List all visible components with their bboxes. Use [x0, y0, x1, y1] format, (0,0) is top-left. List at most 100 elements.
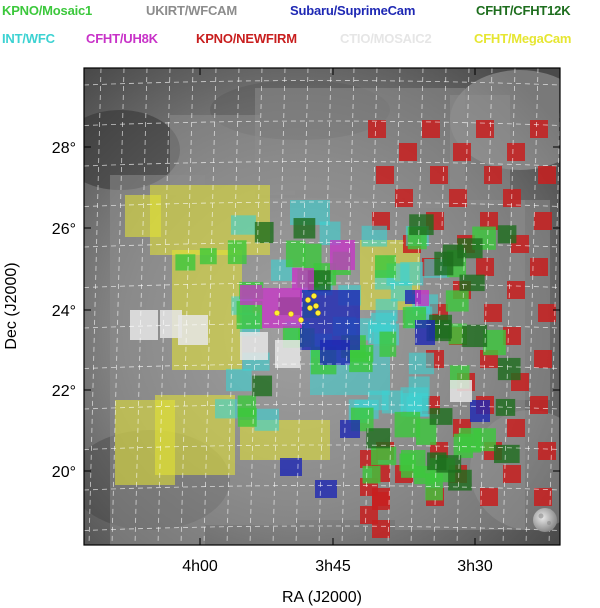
newfirm-field [503, 327, 521, 345]
star-marker [305, 297, 311, 303]
newfirm-field [449, 189, 467, 207]
legend-entry-kpno-newfirm: KPNO/NEWFIRM [196, 31, 297, 46]
mosaic1-field [416, 418, 437, 445]
newfirm-field [453, 143, 471, 161]
plot-area [83, 67, 561, 546]
newfirm-field [480, 212, 498, 230]
star-marker [315, 310, 321, 316]
cfht12k-field [497, 225, 517, 244]
newfirm-field [530, 396, 548, 414]
newfirm-field [360, 506, 378, 524]
int-wfc-field [381, 390, 403, 414]
newfirm-field [534, 488, 552, 506]
suprimecam-field [320, 340, 350, 365]
plot-frame [83, 67, 561, 546]
x-tick-label: 3h45 [315, 558, 351, 575]
grid-line [84, 161, 560, 167]
grid-line [272, 68, 286, 545]
grid-line [84, 485, 560, 491]
x-axis: 4h00 3h45 3h30 [182, 68, 493, 575]
star-marker [313, 303, 319, 309]
grid-line [157, 68, 171, 545]
grid-line [525, 68, 539, 545]
mosaic1-field [375, 255, 396, 278]
legend-entry-cfht-cfht12k: CFHT/CFHT12K [476, 3, 571, 18]
int-wfc-field [400, 387, 429, 411]
cfht12k-field [293, 218, 316, 239]
y-tick-label: 20° [52, 464, 76, 481]
newfirm-field [372, 492, 390, 510]
uh8k-field [415, 290, 429, 306]
chart-grid [84, 68, 560, 545]
y-tick-label: 26° [52, 221, 76, 238]
grid-line [502, 68, 516, 545]
mosaic1-field [237, 395, 257, 417]
grid-line [341, 68, 355, 545]
suprimecam-field [415, 320, 435, 345]
newfirm-field [372, 212, 390, 230]
int-wfc-field [225, 368, 252, 392]
newfirm-field [538, 304, 556, 322]
newfirm-field [484, 166, 502, 184]
cfht12k-field [493, 444, 520, 464]
grid-line [88, 68, 102, 545]
grid-line [548, 91, 560, 545]
mosaic2-field [130, 310, 158, 340]
uh8k-field [240, 285, 262, 305]
chart-legend: KPNO/Mosaic1 UKIRT/WFCAM Subaru/SuprimeC… [0, 0, 600, 52]
grid-line [111, 68, 125, 545]
newfirm-field [430, 166, 448, 184]
mosaic1-field [483, 329, 506, 356]
grid-line [84, 363, 560, 369]
megacam-field [115, 400, 175, 485]
grid-line [479, 68, 493, 545]
grid-line [318, 68, 332, 545]
legend-entry-ukirt-wfcam: UKIRT/WFCAM [146, 3, 237, 18]
mosaic1-field [285, 240, 306, 268]
grid-line [84, 242, 560, 248]
grid-line [84, 120, 560, 126]
newfirm-field [480, 488, 498, 506]
mosaic1-field [453, 433, 474, 458]
grid-line [180, 68, 194, 545]
grid-line [84, 444, 560, 450]
star-marker [311, 293, 317, 299]
mosaic1-field [227, 240, 247, 265]
y-axis: 20° 22° 24° 26° 28° [52, 140, 560, 481]
int-wfc-field [400, 262, 424, 286]
grid-line [203, 68, 217, 545]
mosaic1-field [199, 248, 217, 265]
y-axis-label: Dec (J2000) [3, 262, 20, 349]
grid-line [295, 68, 309, 545]
newfirm-field [507, 419, 525, 437]
cfht12k-field [254, 221, 274, 244]
newfirm-field [538, 166, 556, 184]
newfirm-field [507, 281, 525, 299]
star-marker [288, 311, 294, 317]
legend-entry-int-wfc: INT/WFC [2, 31, 55, 46]
cfht12k-field [448, 469, 472, 491]
int-wfc-field [361, 225, 388, 247]
mosaic2-field [450, 380, 472, 402]
newfirm-field [395, 189, 413, 207]
grid-line [84, 282, 560, 288]
grid-line [387, 68, 401, 545]
grid-line [84, 525, 560, 531]
legend-entry-kpno-mosaic1: KPNO/Mosaic1 [2, 3, 93, 18]
cfht12k-field [462, 324, 488, 348]
x-axis-label: RA (J2000) [282, 589, 362, 606]
cfht12k-field [436, 455, 462, 473]
newfirm-field [530, 120, 548, 138]
newfirm-field [484, 304, 502, 322]
uh8k-field [262, 288, 302, 328]
newfirm-field [476, 120, 494, 138]
int-wfc-field [215, 399, 238, 419]
x-tick-label: 3h30 [457, 558, 493, 575]
grid-line [84, 80, 560, 86]
grid-line [249, 68, 263, 545]
moon-size-icon [533, 508, 557, 532]
newfirm-field [376, 166, 394, 184]
grid-line [84, 323, 560, 329]
cfht12k-field [457, 238, 483, 259]
